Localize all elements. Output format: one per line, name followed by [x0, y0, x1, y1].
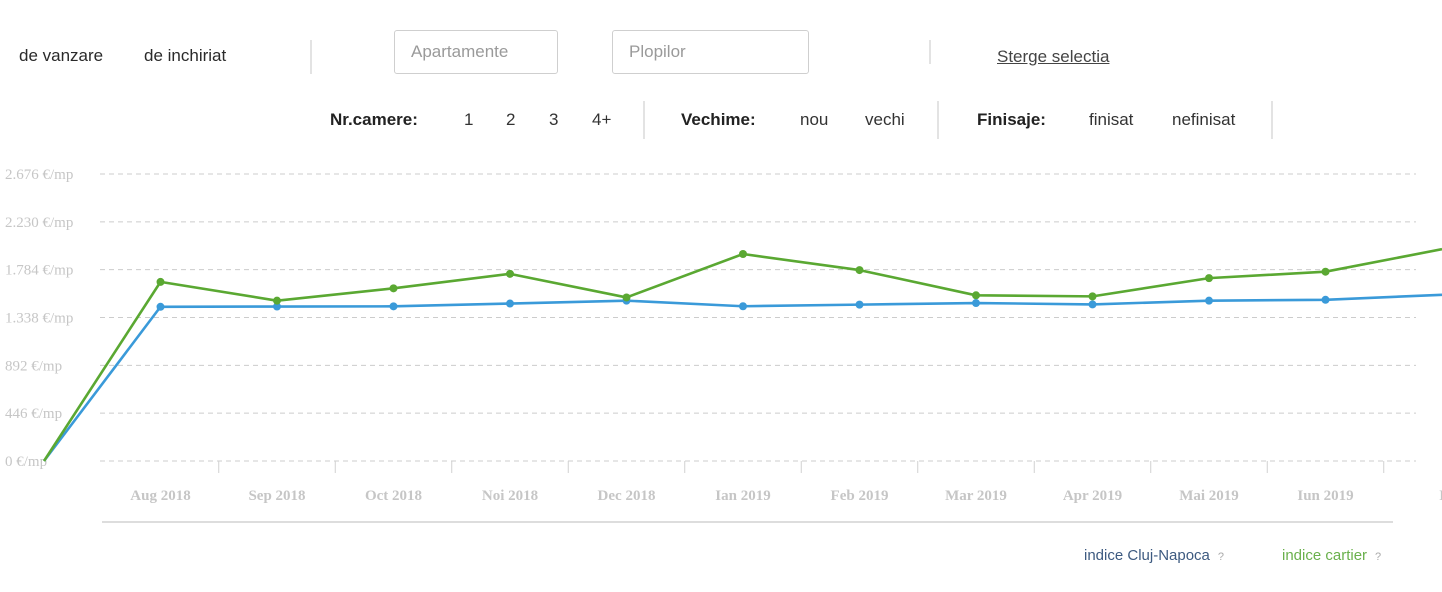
x-tick-label: Noi 2018 [482, 488, 538, 504]
data-point-city[interactable] [389, 302, 398, 311]
y-tick-label: 2.230 €/mp [5, 215, 73, 231]
data-point-city[interactable] [1321, 295, 1330, 304]
data-point-district[interactable] [273, 296, 281, 305]
y-tick-label: 1.784 €/mp [5, 263, 73, 279]
grid-lines [100, 173, 1416, 462]
rooms-option-2[interactable]: 2 [506, 110, 516, 129]
data-point-district[interactable] [156, 277, 165, 286]
divider [310, 40, 312, 74]
property-type-input[interactable]: Apartamente [394, 30, 558, 74]
data-point-city[interactable] [156, 302, 165, 311]
series-line-city [42, 293, 1442, 462]
series-line-district [42, 247, 1442, 462]
data-point-district[interactable] [1321, 267, 1330, 276]
area-input[interactable]: Plopilor [612, 30, 809, 74]
data-point-district[interactable] [972, 291, 980, 300]
age-label: Vechime: [681, 110, 756, 129]
data-point-city[interactable] [506, 299, 514, 308]
age-option-old[interactable]: vechi [865, 110, 905, 129]
divider [929, 40, 931, 64]
data-point-city[interactable] [739, 302, 747, 311]
legend-city-label: indice Cluj-Napoca [1084, 547, 1210, 564]
data-point-district[interactable] [1088, 292, 1097, 301]
divider [937, 101, 939, 139]
clear-selection-link[interactable]: Sterge selectia [997, 47, 1110, 66]
data-point-district[interactable] [389, 284, 398, 293]
data-point-district[interactable] [739, 250, 747, 259]
x-tick-label: I [1439, 488, 1442, 504]
data-point-city[interactable] [1205, 296, 1213, 305]
x-tick-label: Aug 2018 [130, 488, 190, 504]
x-tick-label: Sep 2018 [248, 488, 305, 504]
finish-option-finished[interactable]: finisat [1089, 110, 1134, 129]
y-tick-label: 892 €/mp [5, 358, 62, 374]
rooms-label: Nr.camere: [330, 110, 418, 129]
data-point-city[interactable] [855, 300, 864, 309]
rooms-option-1[interactable]: 1 [464, 110, 474, 129]
help-icon[interactable]: ? [1375, 551, 1382, 563]
data-point-city[interactable] [1088, 300, 1097, 309]
divider [1271, 101, 1273, 139]
x-axis-ticks: Aug 2018 Sep 2018 Oct 2018 Noi 2018 Dec 2018… [102, 461, 1442, 523]
x-tick-label: Dec 2018 [598, 488, 656, 504]
x-tick-label: Apr 2019 [1063, 488, 1122, 504]
legend-district[interactable]: indice cartier? [1282, 547, 1381, 564]
sale-filter-link[interactable]: de vanzare [19, 46, 104, 65]
x-tick-label: Mar 2019 [945, 488, 1007, 504]
data-point-city[interactable] [273, 302, 281, 311]
x-tick-label: Oct 2018 [365, 488, 422, 504]
data-point-district[interactable] [506, 269, 514, 278]
y-tick-label: 2.676 €/mp [5, 167, 73, 183]
chart-series [42, 247, 1442, 462]
rent-filter-link[interactable]: de inchiriat [144, 46, 227, 65]
x-tick-label: Iun 2019 [1297, 488, 1353, 504]
rooms-option-3[interactable]: 3 [549, 110, 559, 129]
y-axis-ticks: 0 €/mp 446 €/mp 892 €/mp 1.338 €/mp 1.784 €/… [5, 167, 73, 470]
x-tick-label: Feb 2019 [831, 488, 889, 504]
data-point-district[interactable] [855, 266, 864, 275]
legend-district-label: indice cartier [1282, 547, 1368, 564]
data-point-city[interactable] [972, 299, 980, 308]
x-tick-label: Ian 2019 [715, 488, 770, 504]
finish-option-unfinished[interactable]: nefinisat [1172, 110, 1236, 129]
data-point-district[interactable] [622, 293, 631, 302]
rooms-option-4plus[interactable]: 4+ [592, 110, 612, 129]
help-icon[interactable]: ? [1217, 551, 1225, 563]
x-tick-label: Mai 2019 [1179, 488, 1239, 504]
data-point-district[interactable] [1205, 274, 1213, 283]
legend-city[interactable]: indice Cluj-Napoca? [1084, 547, 1224, 564]
finish-label: Finisaje: [977, 110, 1046, 129]
y-tick-label: 446 €/mp [5, 406, 62, 422]
y-tick-label: 0 €/mp [5, 454, 47, 470]
age-option-new[interactable]: nou [800, 110, 829, 129]
y-tick-label: 1.338 €/mp [5, 311, 73, 327]
divider [643, 101, 645, 139]
